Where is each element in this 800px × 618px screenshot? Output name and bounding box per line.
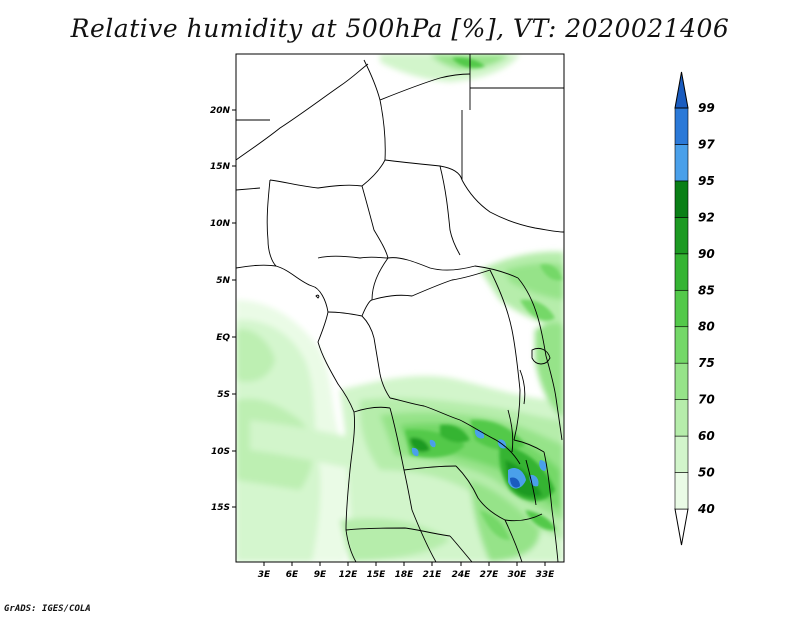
saturation-spots: [411, 429, 547, 489]
colorbar-segment: [674, 180, 689, 218]
y-tick-label: EQ: [216, 333, 230, 343]
humidity-field: [236, 54, 564, 562]
x-tick-label: 9E: [314, 570, 327, 580]
colorbar-segment: [674, 326, 689, 364]
colorbar-label: 85: [698, 283, 715, 297]
colorbar-high-arrow: [674, 71, 689, 109]
x-tick-label: 3E: [258, 570, 271, 580]
y-tick-label: 10S: [211, 447, 230, 457]
colorbar-label: 95: [698, 174, 715, 188]
y-tick-label: 5N: [216, 276, 230, 286]
colorbar-segment: [674, 217, 689, 255]
x-tick-label: 21E: [423, 570, 443, 580]
colorbar-segment: [674, 289, 689, 328]
country-boundaries: [236, 54, 564, 562]
lakes: [315, 294, 551, 506]
colorbar-label: 92: [698, 210, 715, 224]
x-axis: 3E 6E 9E 12E 15E 18E 21E 24E 27E 30E 33E: [258, 562, 555, 580]
x-tick-label: 18E: [395, 570, 415, 580]
x-tick-label: 15E: [367, 570, 387, 580]
colorbar-segment: [674, 362, 689, 400]
colorbar-segment: [674, 399, 689, 437]
y-tick-label: 15S: [211, 503, 230, 513]
y-tick-label: 20N: [210, 106, 231, 116]
y-tick-label: 5S: [217, 390, 230, 400]
colorbar-segment: [674, 107, 689, 145]
colorbar-label: 75: [698, 356, 715, 370]
colorbar-label: 70: [698, 393, 715, 407]
x-tick-label: 30E: [508, 570, 528, 580]
x-tick-label: 24E: [452, 570, 472, 580]
map-frame: [235, 53, 565, 563]
y-tick-label: 15N: [210, 162, 231, 172]
y-tick-label: 10N: [210, 219, 231, 229]
y-axis: 20N 15N 10N 5N EQ 5S 10S 15S: [210, 106, 236, 513]
colorbar-label: 40: [697, 502, 715, 516]
x-tick-label: 27E: [480, 570, 500, 580]
x-tick-label: 6E: [286, 570, 299, 580]
colorbar-label: 60: [698, 429, 715, 443]
colorbar-segment: [674, 253, 689, 291]
colorbar-low-arrow: [674, 508, 689, 546]
colorbar: 40 50 60 70 75 80 85 90 92 95 97 99: [674, 71, 715, 546]
colorbar-label: 97: [698, 137, 715, 151]
colorbar-segment: [674, 144, 689, 182]
x-tick-label: 33E: [536, 570, 556, 580]
map-title: Relative humidity at 500hPa [%], VT: 202…: [70, 14, 730, 43]
grads-credit: GrADS: IGES/COLA: [4, 604, 91, 614]
colorbar-segment: [674, 472, 689, 510]
colorbar-segment: [674, 435, 689, 473]
x-tick-label: 12E: [339, 570, 359, 580]
colorbar-label: 80: [698, 320, 715, 334]
colorbar-label: 90: [698, 247, 715, 261]
colorbar-label: 99: [698, 101, 715, 115]
colorbar-label: 50: [698, 466, 715, 480]
